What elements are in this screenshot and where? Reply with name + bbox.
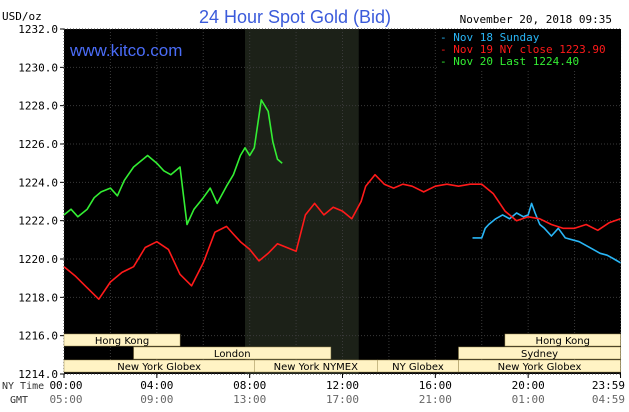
y-tick-label: 1232.0 [18, 23, 58, 36]
x-tick-label-ny: 23:59 [592, 379, 625, 392]
x-tick-label-gmt: 21:00 [419, 393, 452, 406]
x-tick-label-gmt: 01:00 [512, 393, 545, 406]
x-tick-label-ny: 08:00 [233, 379, 266, 392]
market-session-bars: Hong Kong Hong Kong London Sydney New York G… [63, 333, 621, 373]
y-tick-label: 1226.0 [18, 138, 58, 151]
market-label: Sydney [521, 349, 558, 360]
gmt-label: GMT [10, 395, 28, 406]
price-series [63, 99, 621, 301]
grid-lines [63, 28, 622, 375]
x-tick-label-gmt: 13:00 [233, 393, 266, 406]
market-bar [133, 346, 332, 360]
x-tick-label-ny: 04:00 [140, 379, 173, 392]
y-tick-label: 1222.0 [18, 215, 58, 228]
market-label: London [214, 349, 251, 360]
chart-title: 24 Hour Spot Gold (Bid) [199, 7, 391, 27]
legend-entry: - Nov 19 NY close 1223.90 [440, 43, 606, 56]
legend-entry: - Nov 18 Sunday [440, 31, 540, 44]
market-label: New York Globex [498, 362, 582, 373]
market-label: New York Globex [117, 362, 201, 373]
market-label: Hong Kong [536, 336, 590, 347]
y-tick-label: 1214.0 [18, 368, 58, 381]
x-tick-label-gmt: 17:00 [326, 393, 359, 406]
market-label: New York NYMEX [274, 362, 359, 373]
x-tick-label-ny: 20:00 [512, 379, 545, 392]
legend-box [438, 29, 621, 69]
series-line-1 [472, 202, 621, 264]
legend: - Nov 18 Sunday- Nov 19 NY close 1223.90… [438, 29, 621, 69]
ny-time-label: NY Time [2, 381, 44, 392]
x-tick-label-ny: 12:00 [326, 379, 359, 392]
x-tick-label-ny: 00:00 [49, 379, 82, 392]
legend-entry: - Nov 20 Last 1224.40 [440, 55, 579, 68]
watermark: www.kitco.com [69, 41, 182, 60]
nymex-hours-highlight [245, 29, 359, 374]
market-bar [504, 333, 621, 347]
y-tick-label: 1228.0 [18, 100, 58, 113]
y-axis-ticks: 1232.0 1230.0 1228.0 1226.0 1224.0 1222.0 1220… [18, 23, 64, 381]
y-tick-label: 1218.0 [18, 291, 58, 304]
market-bar [458, 346, 621, 360]
market-label: Hong Kong [95, 336, 149, 347]
y-tick-label: 1230.0 [18, 61, 58, 74]
market-bar [63, 333, 181, 347]
date-label: November 20, 2018 09:35 [460, 13, 612, 26]
y-tick-label: 1216.0 [18, 330, 58, 343]
x-tick-label-gmt: 04:59 [592, 393, 625, 406]
market-bar [458, 359, 621, 373]
y-tick-label: 1224.0 [18, 176, 58, 189]
series-line-3 [63, 99, 283, 226]
series-line-2 [63, 173, 621, 301]
x-tick-label-ny: 16:00 [419, 379, 452, 392]
y-tick-label: 1220.0 [18, 253, 58, 266]
x-tick-label-gmt: 05:00 [49, 393, 82, 406]
x-tick-label-gmt: 09:00 [140, 393, 173, 406]
y-axis-unit-label: USD/oz [2, 10, 42, 23]
market-label: NY Globex [392, 362, 444, 373]
